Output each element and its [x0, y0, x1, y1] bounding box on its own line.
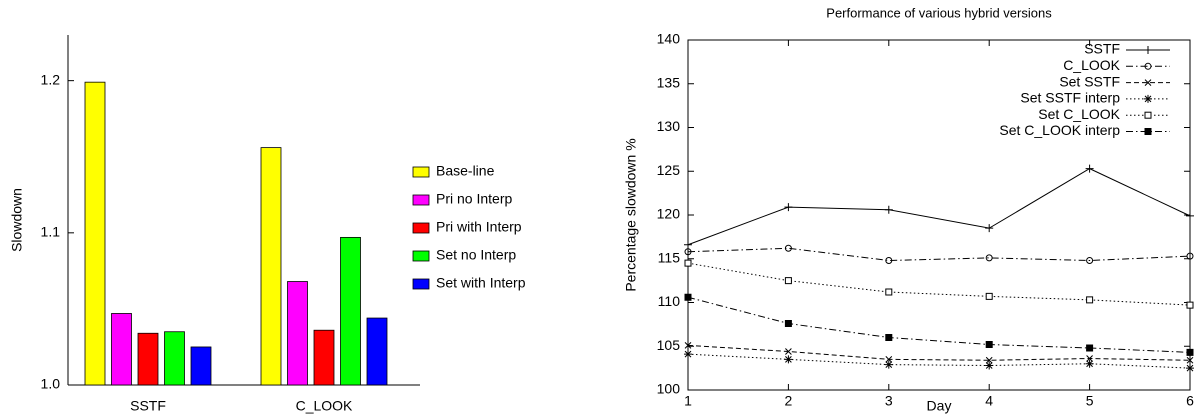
legend-swatch [412, 278, 430, 290]
marker [885, 257, 893, 264]
marker [884, 360, 893, 369]
marker [885, 288, 893, 296]
line [687, 247, 1191, 262]
marker [1086, 257, 1094, 264]
bar [313, 329, 335, 386]
legend-label: Set no Interp [436, 247, 516, 263]
marker [985, 254, 993, 262]
y-axis-label: Percentage slowdown % [623, 138, 639, 291]
marker [1186, 348, 1194, 356]
y-tick-label: 1.0 [41, 376, 61, 392]
marker [684, 350, 692, 359]
y-tick-label: 1.2 [41, 71, 61, 87]
x-tick-label: 3 [885, 393, 893, 409]
bar [137, 332, 159, 386]
legend-swatch [412, 222, 430, 234]
y-tick-label: 140 [657, 31, 681, 47]
y-tick-label: 115 [658, 249, 681, 265]
marker [885, 334, 893, 341]
bar [111, 313, 132, 386]
y-tick-label: 135 [657, 74, 681, 90]
line [687, 262, 1191, 306]
marker [785, 348, 792, 355]
marker [1186, 211, 1194, 220]
marker [784, 203, 793, 212]
x-tick-label: 4 [985, 393, 993, 409]
marker [684, 259, 692, 267]
y-tick-label: 100 [657, 381, 681, 397]
y-tick-label: 1.1 [41, 224, 61, 240]
legend-swatch [412, 166, 430, 178]
marker [1085, 359, 1094, 368]
marker [1086, 296, 1094, 304]
marker [784, 355, 793, 364]
marker [985, 361, 994, 370]
marker [1086, 355, 1093, 362]
legend-swatch [412, 194, 430, 206]
legend-label: SSTF [1084, 41, 1120, 57]
bar [164, 331, 185, 386]
marker [1086, 344, 1094, 352]
marker [784, 277, 792, 285]
line [687, 296, 1191, 353]
line [687, 353, 1191, 369]
bar [287, 281, 308, 386]
bar [260, 147, 282, 386]
x-tick-label: 6 [1186, 393, 1194, 409]
marker [684, 293, 692, 301]
bar [366, 317, 388, 386]
x-tick-label: 2 [785, 393, 793, 409]
marker [1186, 252, 1194, 260]
marker [684, 248, 692, 256]
marker [1144, 111, 1152, 119]
legend-label: Pri with Interp [436, 219, 522, 235]
marker [1186, 356, 1194, 364]
marker [985, 341, 993, 348]
chart-title: Performance of various hybrid versions [826, 5, 1052, 20]
marker [1186, 301, 1194, 309]
marker [684, 240, 692, 249]
y-tick-label: 120 [657, 206, 681, 222]
y-tick-label: 110 [658, 293, 681, 309]
y-tick-label: 125 [657, 162, 681, 178]
marker [985, 224, 994, 233]
legend-label: Set C_LOOK [1038, 106, 1120, 122]
marker [1144, 94, 1152, 103]
marker [1186, 364, 1194, 373]
marker [1144, 79, 1152, 86]
y-tick-label: 105 [657, 337, 681, 353]
marker [1144, 128, 1152, 135]
marker [885, 356, 893, 363]
x-tick-label: C_LOOK [296, 398, 353, 414]
line [687, 168, 1191, 246]
legend-label: Pri no Interp [436, 191, 512, 207]
marker [684, 342, 692, 349]
marker [1144, 62, 1152, 70]
marker [784, 244, 792, 252]
legend-label: C_LOOK [1063, 57, 1120, 73]
x-axis-label: Day [927, 398, 952, 414]
line [687, 344, 1191, 361]
legend-label: Set SSTF [1059, 73, 1120, 89]
x-tick-label: 1 [684, 393, 692, 409]
bar [84, 81, 106, 386]
legend-label: Set with Interp [436, 275, 526, 291]
legend-swatch [412, 250, 430, 262]
legend-label: Set C_LOOK interp [999, 122, 1120, 138]
x-tick-label: SSTF [130, 398, 166, 414]
marker [784, 320, 792, 327]
bar [190, 346, 212, 386]
marker [1085, 164, 1094, 173]
bar [340, 236, 361, 386]
y-axis-label: Slowdown [9, 188, 25, 252]
y-tick-label: 130 [657, 118, 681, 134]
legend-label: Base-line [436, 163, 495, 179]
x-tick-label: 5 [1086, 393, 1094, 409]
marker [884, 205, 893, 214]
marker [985, 292, 993, 300]
legend-label: Set SSTF interp [1020, 90, 1120, 106]
marker [985, 356, 993, 364]
marker [1144, 46, 1152, 54]
